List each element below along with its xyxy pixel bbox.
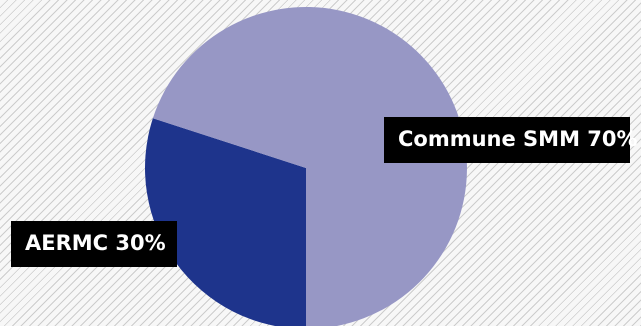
slice-label-aermc: AERMC 30% (11, 221, 177, 267)
slice-label-commune: Commune SMM 70% (384, 117, 638, 163)
pie-slice-aermc (145, 118, 306, 326)
pie-slice-commune-smm (152, 7, 467, 326)
